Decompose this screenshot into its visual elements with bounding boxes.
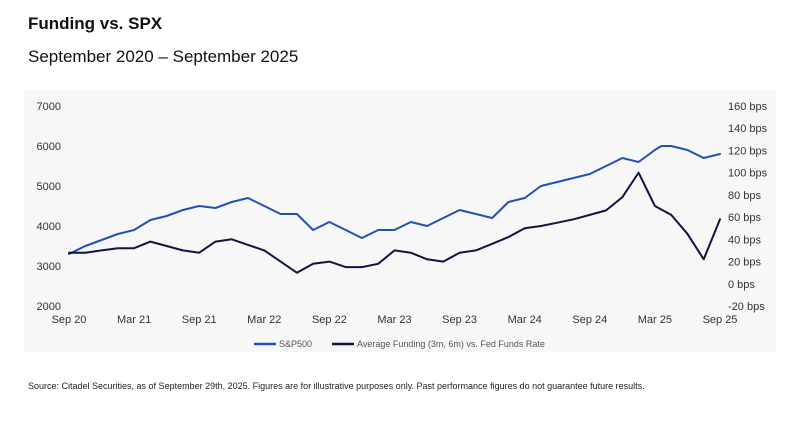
y-right-tick-label: 60 bps (728, 212, 762, 224)
x-tick-label: Mar 21 (117, 314, 151, 326)
y-right-tick-label: 20 bps (728, 257, 762, 269)
x-tick-label: Sep 21 (182, 314, 217, 326)
x-tick-label: Mar 24 (508, 314, 542, 326)
y-right-tick-label: 160 bps (728, 101, 768, 113)
series-line-average-funding (68, 171, 721, 274)
y-right-tick-label: 140 bps (728, 123, 768, 135)
y-right-tick-label: 0 bps (728, 279, 755, 291)
source-footnote: Source: Citadel Securities, as of Septem… (28, 381, 645, 391)
y-left-tick-label: 4000 (37, 221, 61, 233)
y-right-tick-label: 40 bps (728, 234, 762, 246)
x-tick-label: Mar 23 (377, 314, 411, 326)
y-left-tick-label: 3000 (37, 261, 61, 273)
y-left-tick-label: 2000 (37, 301, 61, 313)
y-right-tick-label: 100 bps (728, 168, 768, 180)
series-line-sp500 (68, 145, 721, 255)
y-left-tick-label: 6000 (37, 141, 61, 153)
y-right-tick-label: 80 bps (728, 190, 762, 202)
x-tick-label: Sep 23 (442, 314, 477, 326)
legend-label: Average Funding (3m, 6m) vs. Fed Funds R… (357, 339, 545, 349)
x-tick-label: Sep 24 (572, 314, 607, 326)
x-tick-label: Mar 25 (638, 314, 672, 326)
y-left-tick-label: 5000 (37, 181, 61, 193)
chart-subtitle: September 2020 – September 2025 (28, 47, 299, 66)
x-tick-label: Sep 25 (703, 314, 738, 326)
x-tick-label: Sep 22 (312, 314, 347, 326)
chart-title: Funding vs. SPX (28, 14, 163, 33)
y-right-tick-label: -20 bps (728, 301, 765, 313)
y-right-tick-label: 120 bps (728, 145, 768, 157)
y-left-tick-label: 7000 (37, 101, 61, 113)
legend-label: S&P500 (279, 339, 312, 349)
x-tick-label: Mar 22 (247, 314, 281, 326)
x-tick-label: Sep 20 (52, 314, 87, 326)
